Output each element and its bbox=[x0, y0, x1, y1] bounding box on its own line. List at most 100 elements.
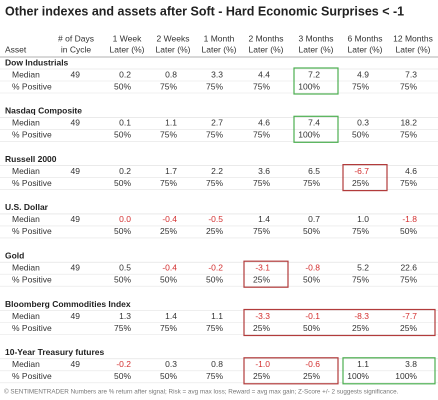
cell-value: 50% bbox=[303, 323, 320, 333]
cell-value: 3.6 bbox=[258, 166, 270, 176]
cell-value: 0.8 bbox=[211, 359, 223, 369]
row-label: Median bbox=[12, 69, 40, 79]
cell-value: 0.2 bbox=[119, 69, 131, 79]
cell-value: 25% bbox=[352, 323, 369, 333]
cell-value: 50% bbox=[303, 274, 320, 284]
row-label: Median bbox=[12, 359, 40, 369]
section-name: Nasdaq Composite bbox=[5, 106, 82, 116]
row-label: % Positive bbox=[12, 274, 52, 284]
header-label: 3 Months bbox=[299, 33, 334, 43]
row-label: % Positive bbox=[12, 226, 52, 236]
highlight-box bbox=[243, 308, 436, 337]
header-label: Later (%) bbox=[348, 44, 383, 54]
cell-value: 5.2 bbox=[357, 262, 369, 272]
cell-value: 2.7 bbox=[211, 118, 223, 128]
row-label: Median bbox=[12, 262, 40, 272]
cell-value: 75% bbox=[206, 178, 223, 188]
highlight-box bbox=[342, 357, 436, 385]
row-label: % Positive bbox=[12, 323, 52, 333]
cell-value: 75% bbox=[253, 226, 270, 236]
cell-value: 0.7 bbox=[308, 214, 320, 224]
cell-value: 100% bbox=[298, 81, 320, 91]
cell-value: -0.5 bbox=[208, 214, 223, 224]
cell-value: 0.3 bbox=[357, 118, 369, 128]
cell-value: 49 bbox=[71, 166, 81, 176]
header-label: in Cycle bbox=[61, 44, 92, 54]
row-label: Median bbox=[12, 214, 40, 224]
cell-value: 75% bbox=[400, 130, 417, 140]
section-name: Russell 2000 bbox=[5, 154, 57, 164]
cell-value: 25% bbox=[400, 323, 417, 333]
cell-value: 49 bbox=[71, 262, 81, 272]
highlight-box bbox=[342, 164, 388, 192]
cell-value: 1.7 bbox=[165, 166, 177, 176]
table-title: Other indexes and assets after Soft - Ha… bbox=[5, 4, 404, 18]
header-label: 12 Months bbox=[393, 33, 433, 43]
cell-value: 1.0 bbox=[357, 214, 369, 224]
header-label: Later (%) bbox=[396, 44, 431, 54]
cell-value: 4.9 bbox=[357, 69, 369, 79]
cell-value: 0.1 bbox=[119, 118, 131, 128]
cell-value: 0.3 bbox=[165, 359, 177, 369]
cell-value: -6.7 bbox=[354, 166, 369, 176]
cell-value: 75% bbox=[160, 323, 177, 333]
cell-value: 22.6 bbox=[400, 262, 417, 272]
cell-value: 0.5 bbox=[119, 262, 131, 272]
cell-value: 7.2 bbox=[308, 69, 320, 79]
cell-value: 50% bbox=[114, 178, 131, 188]
cell-value: 75% bbox=[352, 81, 369, 91]
cell-value: 25% bbox=[253, 371, 270, 381]
cell-value: 25% bbox=[303, 371, 320, 381]
cell-value: 75% bbox=[160, 178, 177, 188]
cell-value: -0.2 bbox=[208, 262, 223, 272]
cell-value: 75% bbox=[400, 274, 417, 284]
cell-value: 4.4 bbox=[258, 69, 270, 79]
cell-value: 4.6 bbox=[405, 166, 417, 176]
cell-value: -0.6 bbox=[305, 359, 320, 369]
cell-value: 7.4 bbox=[308, 118, 320, 128]
highlight-box bbox=[293, 115, 339, 143]
section-name: 10-Year Treasury futures bbox=[5, 347, 104, 357]
cell-value: 75% bbox=[206, 81, 223, 91]
cell-value: 1.1 bbox=[165, 118, 177, 128]
header-label: Later (%) bbox=[110, 44, 145, 54]
cell-value: 75% bbox=[253, 81, 270, 91]
cell-value: -3.3 bbox=[255, 311, 270, 321]
cell-value: 50% bbox=[400, 226, 417, 236]
row-label: Median bbox=[12, 166, 40, 176]
header-label: 6 Months bbox=[348, 33, 383, 43]
highlight-box bbox=[293, 67, 339, 95]
cell-value: 75% bbox=[352, 274, 369, 284]
cell-value: -0.1 bbox=[305, 311, 320, 321]
cell-value: 2.2 bbox=[211, 166, 223, 176]
cell-value: -8.3 bbox=[354, 311, 369, 321]
cell-value: 25% bbox=[253, 274, 270, 284]
cell-value: 75% bbox=[206, 371, 223, 381]
section-name: Dow Industrials bbox=[5, 57, 69, 67]
cell-value: 1.3 bbox=[119, 311, 131, 321]
cell-value: 1.4 bbox=[258, 214, 270, 224]
section-name: U.S. Dollar bbox=[5, 202, 49, 212]
highlight-box bbox=[243, 260, 289, 288]
header-label: Asset bbox=[5, 44, 27, 54]
row-label: % Positive bbox=[12, 130, 52, 140]
cell-value: 100% bbox=[298, 130, 320, 140]
cell-value: 75% bbox=[160, 81, 177, 91]
cell-value: 49 bbox=[71, 311, 81, 321]
cell-value: 50% bbox=[114, 371, 131, 381]
footer: © SENTIMENTRADER Numbers are % return af… bbox=[4, 388, 399, 396]
cell-value: -0.4 bbox=[162, 214, 177, 224]
cell-value: 0.2 bbox=[119, 166, 131, 176]
cell-value: 3.3 bbox=[211, 69, 223, 79]
highlight-box bbox=[243, 357, 339, 385]
cell-value: 50% bbox=[160, 274, 177, 284]
cell-value: -3.1 bbox=[255, 262, 270, 272]
section-name: Gold bbox=[5, 250, 24, 260]
row-label: Median bbox=[12, 311, 40, 321]
cell-value: 3.8 bbox=[405, 359, 417, 369]
cell-value: -1.0 bbox=[255, 359, 270, 369]
cell-value: 1.1 bbox=[211, 311, 223, 321]
cell-value: 100% bbox=[347, 371, 369, 381]
cell-value: -1.8 bbox=[402, 214, 417, 224]
